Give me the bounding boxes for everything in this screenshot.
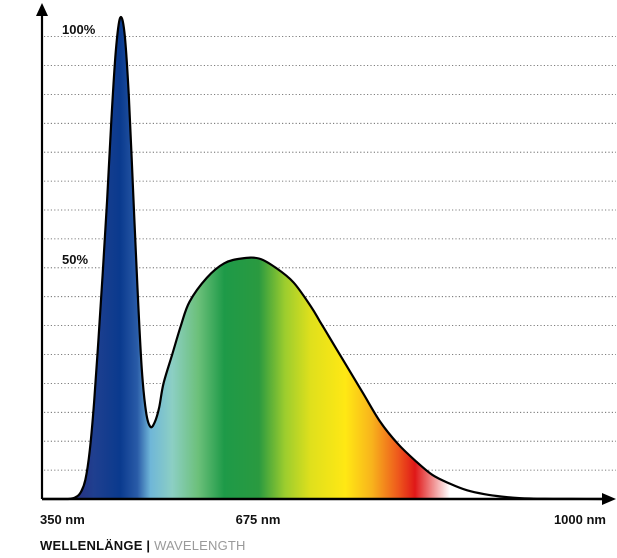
x-axis-title: WELLENLÄNGE | WAVELENGTH xyxy=(40,538,246,553)
y-tick-label: 50% xyxy=(62,252,88,267)
axes xyxy=(36,3,616,505)
spectrum-outline xyxy=(42,15,607,501)
x-axis-arrow xyxy=(602,493,616,505)
x-tick-label: 1000 nm xyxy=(554,512,606,527)
y-axis-arrow xyxy=(36,3,48,16)
x-tick-label: 350 nm xyxy=(40,512,85,527)
x-axis-title-separator: | xyxy=(146,538,151,553)
spectrum-area xyxy=(42,17,606,499)
spectrum-chart: 100% 50% 350 nm 675 nm 1000 nm xyxy=(36,3,616,527)
axis-labels: 100% 50% 350 nm 675 nm 1000 nm xyxy=(40,22,606,527)
x-axis-title-de: WELLENLÄNGE xyxy=(40,538,143,553)
x-tick-label: 675 nm xyxy=(236,512,281,527)
x-axis-title-en: WAVELENGTH xyxy=(154,538,246,553)
y-tick-label: 100% xyxy=(62,22,96,37)
